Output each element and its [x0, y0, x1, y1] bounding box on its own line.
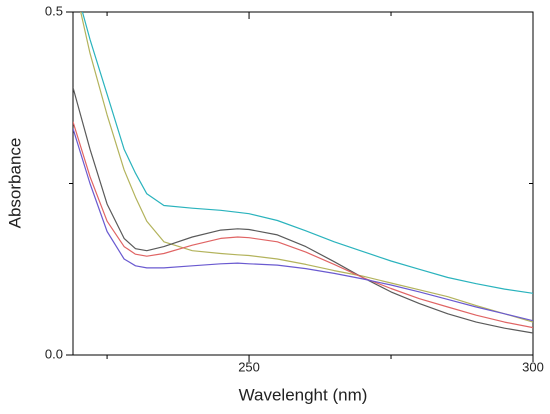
spectrum-line: [80, 12, 533, 323]
spectrum-line: [73, 121, 533, 329]
spectrum-line: [73, 87, 533, 334]
x-tick-label: 300: [522, 359, 544, 374]
spectrum-line: [81, 12, 533, 294]
spectrum-line: [73, 128, 533, 322]
x-tick-label: 250: [238, 359, 260, 374]
y-axis-label: Absorbance: [5, 138, 24, 229]
plot-area: [73, 12, 533, 334]
x-axis-label: Wavelenght (nm): [239, 385, 368, 404]
y-tick-label: 0.5: [45, 3, 63, 18]
y-tick-label: 0.0: [45, 346, 63, 361]
